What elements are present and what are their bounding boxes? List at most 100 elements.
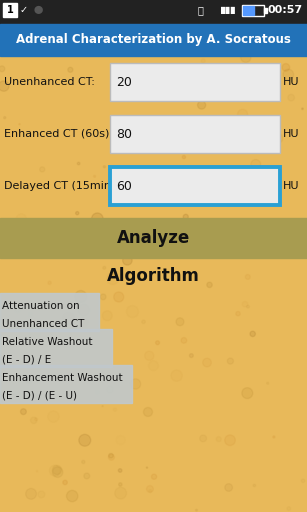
Circle shape xyxy=(201,59,205,62)
Circle shape xyxy=(0,66,5,72)
Circle shape xyxy=(146,467,148,468)
Text: HU: HU xyxy=(282,181,299,191)
Circle shape xyxy=(36,471,38,472)
Circle shape xyxy=(283,69,293,80)
Circle shape xyxy=(238,109,248,119)
Circle shape xyxy=(142,320,145,324)
Text: Enhancement Washout: Enhancement Washout xyxy=(2,373,122,382)
Text: (E - D) / E: (E - D) / E xyxy=(2,355,51,365)
Circle shape xyxy=(129,134,136,142)
FancyBboxPatch shape xyxy=(110,63,280,101)
Bar xyxy=(3,3,17,17)
Text: 🛜: 🛜 xyxy=(197,5,203,15)
Circle shape xyxy=(253,484,255,487)
Circle shape xyxy=(225,484,232,492)
Circle shape xyxy=(251,160,261,169)
Circle shape xyxy=(102,406,103,407)
Text: 80: 80 xyxy=(116,127,132,140)
Circle shape xyxy=(195,181,201,187)
Circle shape xyxy=(94,175,95,177)
Circle shape xyxy=(63,312,74,324)
Text: HU: HU xyxy=(282,77,299,87)
Circle shape xyxy=(114,292,124,302)
Circle shape xyxy=(10,393,16,399)
Circle shape xyxy=(63,480,67,485)
Bar xyxy=(0,0,307,24)
Circle shape xyxy=(109,454,113,458)
Circle shape xyxy=(274,134,283,143)
Circle shape xyxy=(203,358,211,367)
Circle shape xyxy=(197,101,206,109)
Bar xyxy=(0,293,99,331)
Circle shape xyxy=(182,156,185,159)
Circle shape xyxy=(25,376,32,383)
Circle shape xyxy=(118,468,122,472)
Text: 1: 1 xyxy=(7,5,14,15)
Circle shape xyxy=(28,227,39,238)
Circle shape xyxy=(156,341,160,345)
Circle shape xyxy=(78,304,89,315)
Text: 20: 20 xyxy=(116,75,132,89)
Circle shape xyxy=(189,354,193,357)
Circle shape xyxy=(171,370,182,381)
Circle shape xyxy=(223,135,231,143)
Circle shape xyxy=(222,70,231,80)
Circle shape xyxy=(302,108,303,110)
Text: ⬤: ⬤ xyxy=(33,6,43,14)
Circle shape xyxy=(103,266,106,269)
Circle shape xyxy=(151,474,157,479)
Circle shape xyxy=(126,306,138,317)
Text: ✓: ✓ xyxy=(20,5,28,15)
Circle shape xyxy=(52,467,63,477)
Circle shape xyxy=(220,177,223,180)
Circle shape xyxy=(79,434,91,446)
Circle shape xyxy=(4,117,6,119)
Bar xyxy=(264,8,267,13)
Circle shape xyxy=(75,327,77,329)
FancyBboxPatch shape xyxy=(110,167,280,205)
Bar xyxy=(243,6,254,15)
Circle shape xyxy=(100,294,106,300)
Circle shape xyxy=(282,63,290,71)
Circle shape xyxy=(1,362,4,365)
Circle shape xyxy=(108,454,115,460)
Circle shape xyxy=(19,123,20,125)
Circle shape xyxy=(149,489,152,493)
Text: Relative Washout: Relative Washout xyxy=(2,337,92,347)
Bar xyxy=(0,329,112,367)
Circle shape xyxy=(79,317,88,327)
Circle shape xyxy=(183,214,188,219)
Circle shape xyxy=(77,162,80,165)
Circle shape xyxy=(68,67,73,72)
Circle shape xyxy=(113,408,116,411)
Text: 00:57: 00:57 xyxy=(267,5,303,15)
Circle shape xyxy=(67,490,78,502)
Circle shape xyxy=(272,187,280,195)
Text: Delayed CT (15min):: Delayed CT (15min): xyxy=(4,181,119,191)
Circle shape xyxy=(186,203,187,204)
Text: Attenuation on: Attenuation on xyxy=(2,301,80,311)
Text: (E - D) / (E - U): (E - D) / (E - U) xyxy=(2,391,77,401)
Circle shape xyxy=(267,382,269,385)
Circle shape xyxy=(245,274,250,280)
Circle shape xyxy=(143,408,153,416)
Text: ▊▊▊: ▊▊▊ xyxy=(220,7,236,14)
Circle shape xyxy=(216,437,221,442)
Circle shape xyxy=(273,436,275,438)
Circle shape xyxy=(149,361,158,371)
Text: Unenhanced CT: Unenhanced CT xyxy=(2,318,84,329)
Circle shape xyxy=(196,509,197,511)
Circle shape xyxy=(82,460,85,463)
Text: Enhanced CT (60s):: Enhanced CT (60s): xyxy=(4,129,113,139)
Text: 60: 60 xyxy=(116,180,132,193)
Text: Analyze: Analyze xyxy=(117,229,190,247)
Circle shape xyxy=(76,211,79,215)
Circle shape xyxy=(0,81,9,91)
Bar xyxy=(0,218,307,258)
Text: Adrenal Characterization by A. Socratous: Adrenal Characterization by A. Socratous xyxy=(16,33,291,47)
Circle shape xyxy=(176,318,184,326)
Circle shape xyxy=(119,483,122,486)
Circle shape xyxy=(48,411,59,422)
Circle shape xyxy=(181,337,187,343)
Circle shape xyxy=(260,68,266,75)
